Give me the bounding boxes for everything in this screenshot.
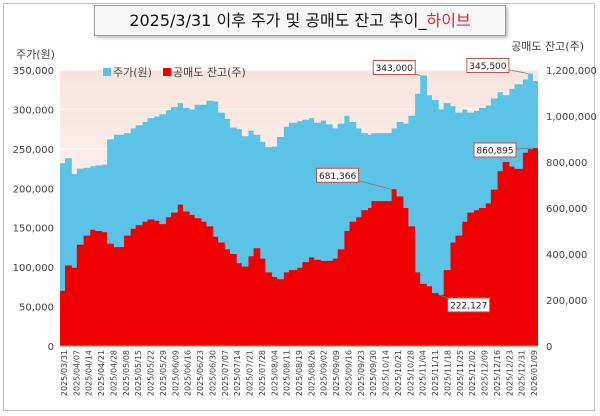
x-tick-label: 2025/12/16 <box>493 350 502 396</box>
legend-label-price: 주가(원) <box>113 66 152 79</box>
x-tick-label: 2025/10/21 <box>394 350 403 396</box>
left-tick-label: 250,000 <box>13 145 54 156</box>
annotations: 343,000 345,500 681,366 222,127 860,895 <box>316 58 533 313</box>
left-tick-label: 0 <box>48 342 54 353</box>
x-tick-label: 2025/10/28 <box>406 350 415 396</box>
x-tick-label: 2025/12/09 <box>481 350 490 396</box>
short-balance-area <box>60 148 538 346</box>
annotation-callout: 345,500 <box>466 58 528 74</box>
annotation-label: 345,500 <box>469 62 506 72</box>
y-right-axis-title: 공매도 잔고(주) <box>511 40 584 53</box>
annotation-callout: 860,895 <box>473 142 533 158</box>
x-tick-label: 2025/04/28 <box>110 350 119 396</box>
annotation-box <box>473 142 517 158</box>
y-left-axis-title: 주가(원) <box>16 48 55 61</box>
x-tick-label: 2025/08/19 <box>295 350 304 396</box>
x-tick-label: 2025/11/04 <box>419 350 428 396</box>
x-tick-label: 2025/05/22 <box>147 350 156 396</box>
annotation-callout: 343,000 <box>372 60 421 76</box>
x-tick-label: 2025/05/08 <box>122 350 131 396</box>
x-tick-label: 2025/07/28 <box>258 350 267 396</box>
x-tick-label: 2025/09/30 <box>369 350 378 396</box>
legend-swatch-price <box>103 68 111 76</box>
x-tick-label: 2025/06/09 <box>171 350 180 396</box>
x-tick-label: 2025/09/09 <box>332 350 341 396</box>
legend-label-short: 공매도 잔고(주) <box>173 66 246 79</box>
x-tick-label: 2025/11/18 <box>443 350 452 396</box>
left-tick-label: 350,000 <box>13 66 54 77</box>
x-tick-label: 2025/12/31 <box>518 350 527 396</box>
left-tick-label: 300,000 <box>13 105 54 116</box>
right-tick-label: 1,200,000 <box>546 66 597 77</box>
left-tick-label: 100,000 <box>13 263 54 274</box>
x-tick-label: 2025/04/21 <box>97 350 106 396</box>
x-tick-label: 2025/07/07 <box>221 350 230 396</box>
x-tick-label: 2025/04/07 <box>72 350 81 396</box>
x-tick-label: 2026/01/09 <box>530 350 539 396</box>
right-tick-label: 200,000 <box>546 296 587 307</box>
annotation-label: 222,127 <box>450 301 487 311</box>
legend-swatch-short <box>163 68 171 76</box>
left-tick-label: 150,000 <box>13 224 54 235</box>
x-tick-label: 2025/08/26 <box>307 350 316 396</box>
annotation-label: 681,366 <box>319 172 356 182</box>
x-tick-label: 2025/03/31 <box>60 350 69 396</box>
x-tick-label: 2025/07/14 <box>233 350 242 396</box>
annotation-label: 343,000 <box>376 64 413 74</box>
annotation-box <box>316 167 360 183</box>
left-tick-label: 50,000 <box>19 303 54 314</box>
x-tick-label: 2025/08/11 <box>283 350 292 396</box>
x-tick-label: 2025/08/04 <box>270 350 279 396</box>
right-tick-label: 800,000 <box>546 158 587 169</box>
x-tick-label: 2025/09/16 <box>345 350 354 396</box>
x-tick-label: 2025/06/30 <box>208 350 217 396</box>
left-tick-label: 200,000 <box>13 184 54 195</box>
x-tick-label: 2025/10/14 <box>382 350 391 396</box>
annotation-box <box>466 58 510 73</box>
x-tick-label: 2025/06/23 <box>196 350 205 396</box>
x-tick-label: 2025/11/11 <box>431 350 440 396</box>
chart-title-main: 2025/3/31 이후 주가 및 공매도 잔고 추이_ <box>129 11 427 30</box>
right-tick-label: 1,000,000 <box>546 112 597 123</box>
chart-title: 2025/3/31 이후 주가 및 공매도 잔고 추이_하이브 <box>94 5 506 36</box>
chart-title-accent: 하이브 <box>426 11 471 30</box>
right-tick-label: 0 <box>546 342 552 353</box>
x-tick-label: 2025/05/15 <box>134 350 143 396</box>
x-tick-label: 2025/04/14 <box>85 350 94 396</box>
x-tick-label: 2025/12/23 <box>505 350 514 396</box>
legend: 주가(원) 공매도 잔고(주) <box>103 66 246 79</box>
x-tick-label: 2025/11/25 <box>456 350 465 396</box>
annotation-callout: 681,366 <box>316 167 392 190</box>
x-tick-label: 2025/09/23 <box>357 350 366 396</box>
x-tick-label: 2025/09/02 <box>320 350 329 396</box>
annotation-box <box>447 297 491 313</box>
x-tick-label: 2025/05/29 <box>159 350 168 396</box>
x-tick-label: 2025/07/21 <box>246 350 255 396</box>
x-tick-label: 2025/12/02 <box>468 350 477 396</box>
axes: 0 50,000 100,000 150,000 200,000 250,000 300,0… <box>13 66 597 396</box>
annotation-label: 860,895 <box>476 147 513 157</box>
x-tick-label: 2025/06/16 <box>184 350 193 396</box>
right-tick-label: 600,000 <box>546 204 587 215</box>
annotation-box <box>372 60 416 75</box>
series-areas <box>60 73 538 346</box>
right-tick-label: 400,000 <box>546 250 587 261</box>
annotation-callout: 222,127 <box>438 294 491 313</box>
